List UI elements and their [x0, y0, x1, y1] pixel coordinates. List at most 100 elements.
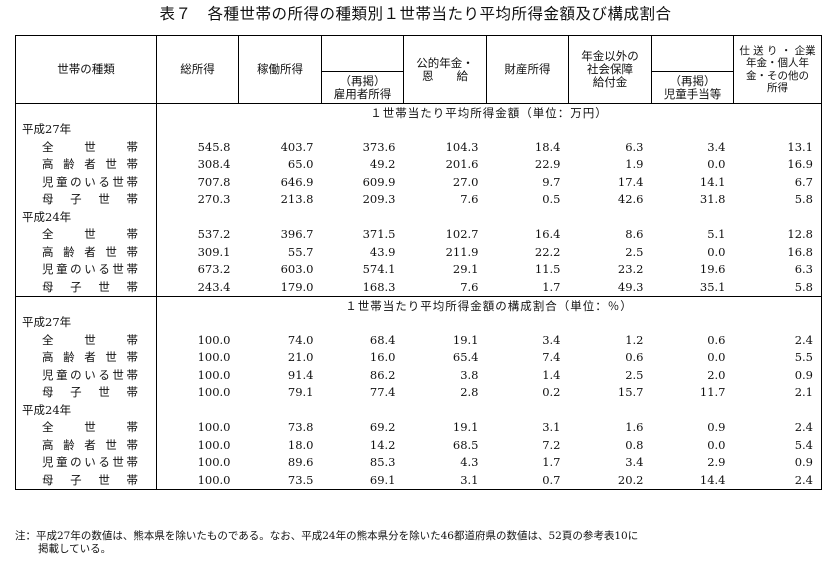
value-cell: 5.8 [733, 278, 822, 297]
section-title: １世帯当たり平均所得金額（単位：万円） [156, 103, 822, 121]
value-cell: 18.4 [534, 139, 561, 154]
table-row: 母 子 世 帯 100.0 73.5 69.1 3.1 0.7 20.2 14.4 2.4 [15, 471, 822, 490]
value-cell: 2.5 [625, 244, 644, 259]
value-cell: 371.5 [362, 227, 396, 241]
value-cell: 79.1 [287, 385, 314, 399]
value-cell: 100.0 [156, 471, 239, 490]
household-type-text: 母 子 世 帯 [42, 472, 138, 487]
value-cell: 0.2 [542, 385, 561, 399]
value-cell: 1.7 [542, 455, 561, 469]
value-cell: 0.0 [707, 244, 726, 259]
value-cell: 3.4 [707, 139, 726, 154]
value-cell: 100.0 [197, 367, 231, 382]
header-household-type: 世帯の種類 [15, 35, 157, 104]
value-cell: 0.9 [707, 420, 726, 434]
value-cell: 49.3 [617, 279, 644, 294]
household-type-text: 全 世 帯 [42, 227, 138, 241]
household-type-text: 高 齢 者 世 帯 [42, 244, 138, 259]
value-cell: 646.9 [280, 174, 314, 189]
header-employee-line2: 雇用者所得 [333, 86, 392, 101]
value-cell: 0.0 [707, 157, 726, 171]
header-other-line2: 年金・個人年 [746, 57, 809, 69]
value-cell: 68.4 [369, 332, 396, 347]
header-other-line1: 仕 送 り ・ 企業 [739, 44, 816, 57]
year-row: 平成24年 [15, 208, 822, 226]
value-cell: 27.0 [452, 174, 479, 189]
value-cell: 707.8 [197, 174, 231, 189]
value-cell: 5.4 [733, 436, 822, 454]
header-social-line1: 年金以外の [581, 49, 639, 63]
household-type-label: 母 子 世 帯 [15, 191, 157, 209]
value-cell: 603.0 [280, 262, 314, 276]
value-cell: 2.0 [707, 367, 726, 382]
header-child-line2: 児童手当等 [663, 86, 722, 101]
value-cell: 2.4 [733, 419, 822, 437]
value-cell: 85.3 [369, 455, 396, 469]
value-cell: 309.1 [197, 244, 231, 259]
value-cell: 11.5 [534, 262, 561, 276]
value-cell: 23.2 [617, 262, 644, 276]
household-type-label: 全 世 帯 [15, 419, 157, 437]
household-type-label: 全 世 帯 [15, 331, 157, 349]
household-type-text: 母 子 世 帯 [42, 192, 138, 206]
table-row: 児童のいる世帯 100.0 89.6 85.3 4.3 1.7 3.4 2.9 0.9 [15, 454, 822, 472]
value-cell: 22.2 [534, 244, 561, 259]
value-cell: 1.7 [542, 279, 561, 294]
value-cell: 55.7 [287, 244, 314, 259]
value-cell: 545.8 [197, 139, 231, 154]
value-cell: 18.0 [287, 437, 314, 452]
value-cell: 3.4 [542, 332, 561, 347]
header-social-line3: 給付金 [592, 75, 628, 89]
value-cell: 29.1 [452, 262, 479, 276]
value-cell: 22.9 [534, 157, 561, 171]
value-cell: 308.4 [197, 157, 231, 171]
header-social-line2: 社会保障 [587, 62, 633, 76]
table-title: 表７ 各種世帯の所得の種類別１世帯当たり平均所得金額及び構成割合 [159, 5, 672, 23]
value-cell: 0.8 [625, 437, 644, 452]
value-cell: 3.1 [542, 420, 561, 434]
value-cell: 100.0 [197, 385, 231, 399]
household-type-label: 高 齢 者 世 帯 [15, 436, 157, 454]
value-cell: 1.6 [625, 420, 644, 434]
value-cell: 673.2 [197, 262, 231, 276]
value-cell: 73.8 [287, 420, 314, 434]
table-body: １世帯当たり平均所得金額（単位：万円） 平成27年全 世 帯 545.8 403.7 3… [15, 103, 822, 490]
household-type-text: 母 子 世 帯 [42, 279, 138, 294]
value-cell: 16.0 [369, 350, 396, 364]
value-cell: 3.8 [460, 367, 479, 382]
value-cell: 3.4 [625, 455, 644, 469]
value-cell: 11.7 [699, 385, 726, 399]
header-employee-line1: （再掲） [339, 73, 386, 88]
value-cell: 14.2 [369, 437, 396, 452]
year-row: 平成24年 [15, 401, 822, 419]
value-cell: 16.9 [733, 156, 822, 174]
value-cell: 609.9 [362, 174, 396, 189]
header-other-line4: 所得 [767, 82, 788, 94]
header-other-line3: 金・その他の [746, 69, 809, 82]
year-label: 平成24年 [15, 401, 157, 419]
header-social-security: 年金以外の 社会保障 給付金 [568, 35, 652, 104]
value-cell: 14.1 [699, 174, 726, 189]
value-cell: 8.6 [625, 227, 644, 241]
household-type-text: 児童のいる世帯 [42, 367, 138, 382]
year-row-spacer [156, 314, 822, 332]
value-cell: 5.8 [733, 191, 822, 209]
table-row: 高 齢 者 世 帯 100.0 18.0 14.2 68.5 7.2 0.8 0.0 5.4 [15, 436, 822, 454]
value-cell: 2.4 [733, 471, 822, 490]
value-cell: 16.4 [534, 227, 561, 241]
table-row: 母 子 世 帯 270.3 213.8 209.3 7.6 0.5 42.6 31.8 5.8 [15, 191, 822, 209]
value-cell: 168.3 [362, 279, 396, 294]
value-cell: 373.6 [362, 139, 396, 154]
value-cell: 17.4 [617, 174, 644, 189]
header-child-spacer [651, 35, 734, 72]
value-cell: 5.5 [733, 349, 822, 367]
header-child-line1: （再掲） [669, 73, 716, 88]
household-type-label: 児童のいる世帯 [15, 366, 157, 384]
value-cell: 19.6 [699, 262, 726, 276]
value-cell: 69.2 [369, 420, 396, 434]
footnote-line2: 掲載している。 [38, 543, 112, 555]
value-cell: 0.5 [542, 192, 561, 206]
household-type-text: 全 世 帯 [42, 332, 138, 347]
value-cell: 7.6 [460, 279, 479, 294]
value-cell: 0.9 [733, 366, 822, 384]
